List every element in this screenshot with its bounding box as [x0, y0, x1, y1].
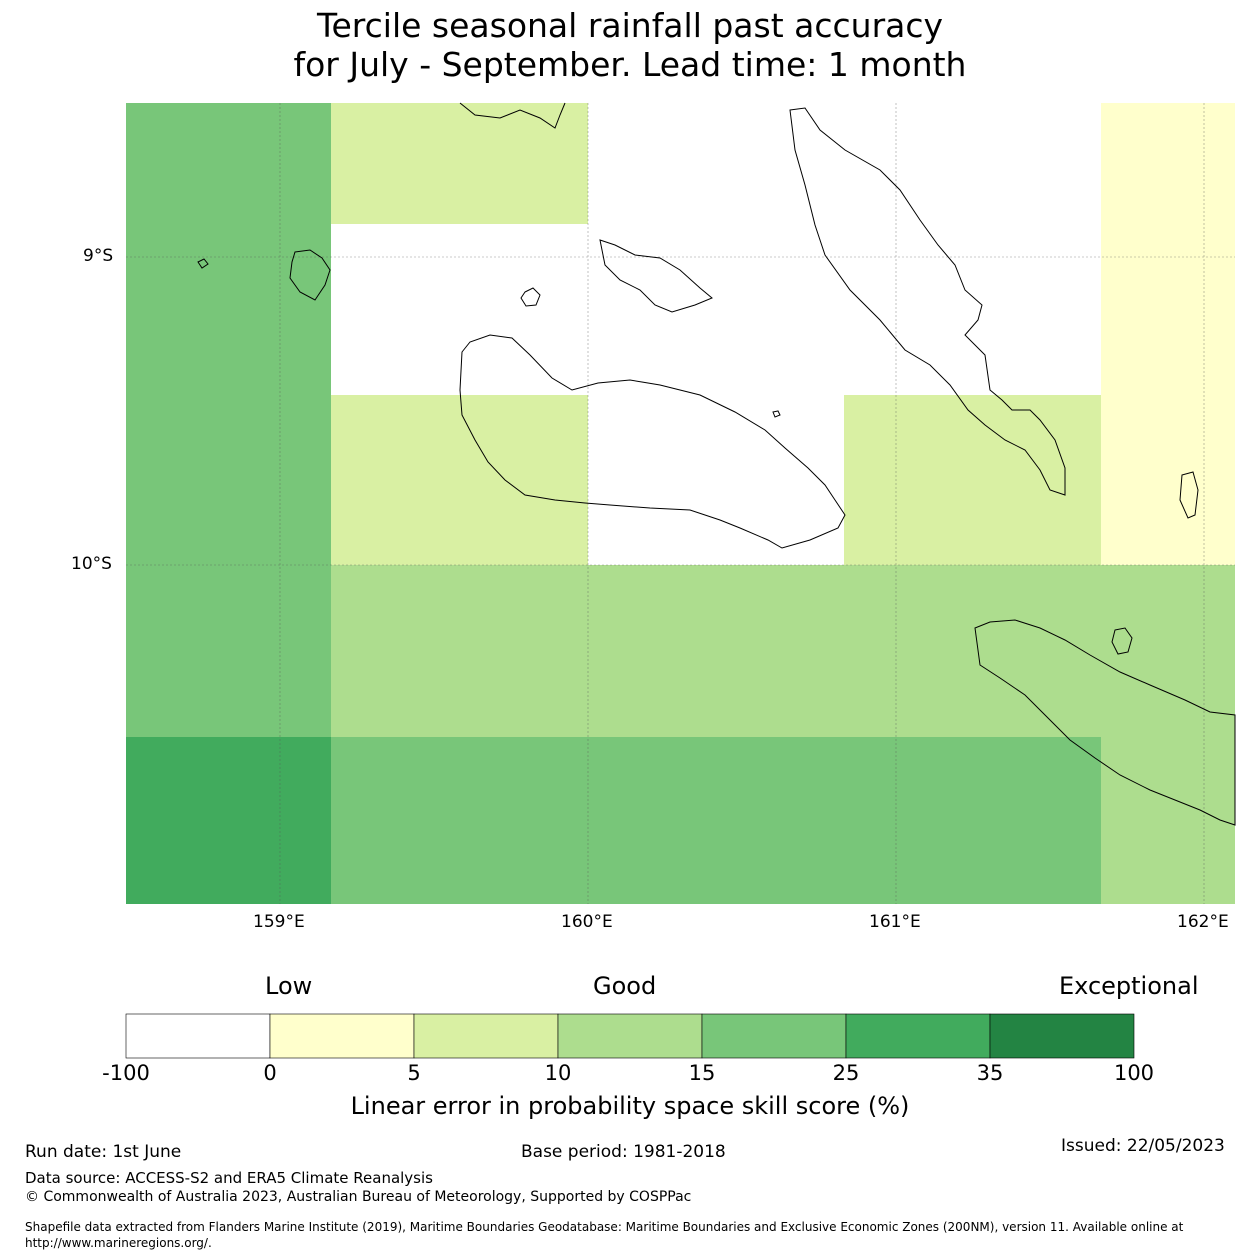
coast-florida-islands — [599, 239, 713, 313]
map-title-line2: for July - September. Lead time: 1 month — [293, 45, 967, 84]
base-period: Base period: 1981-2018 — [521, 1142, 726, 1162]
colorbar — [125, 1013, 1135, 1059]
shapefile-credit-line2: http://www.marineregions.org/. — [25, 1236, 212, 1250]
coast-small-islet-west — [197, 258, 209, 269]
colorbar-tick: 5 — [407, 1061, 421, 1085]
coast-savo — [520, 287, 541, 307]
colorbar-tick: 0 — [263, 1061, 277, 1085]
cell-south-bottom — [331, 737, 1101, 904]
colorbar-tick: 10 — [544, 1061, 572, 1085]
lon-label-161e: 161°E — [869, 912, 921, 932]
colorbar-axis-label: Linear error in probability space skill … — [350, 1092, 910, 1120]
cell-southwest-corner — [126, 737, 331, 904]
lon-label-159e: 159°E — [253, 912, 305, 932]
colorbar-tick: 100 — [1113, 1061, 1155, 1085]
colorbar-swatch-7 — [989, 1013, 1135, 1059]
shapefile-credit-line1: Shapefile data extracted from Flanders M… — [25, 1220, 1184, 1234]
cell-southeast — [1101, 737, 1235, 904]
cell-south-band — [331, 565, 1235, 737]
colorbar-tick: 15 — [688, 1061, 716, 1085]
lat-label-10s: 10°S — [71, 554, 112, 574]
cell-east-column — [1101, 103, 1235, 565]
cell-north-top — [331, 103, 588, 224]
colorbar-word-low: Low — [265, 972, 313, 1000]
colorbar-word-good: Good — [593, 972, 657, 1000]
cell-mid-east — [844, 395, 1101, 565]
colorbar-tick: 35 — [976, 1061, 1004, 1085]
skill-cells — [126, 103, 1235, 904]
colorbar-swatch-3 — [413, 1013, 559, 1059]
coast-malaita — [789, 107, 1066, 496]
colorbar-swatch-1 — [125, 1013, 271, 1059]
cell-west-column — [126, 103, 331, 737]
run-date: Run date: 1st June — [25, 1142, 182, 1162]
data-source: Data source: ACCESS-S2 and ERA5 Climate … — [25, 1169, 433, 1187]
lon-label-162e: 162°E — [1177, 912, 1229, 932]
coastlines — [197, 102, 1236, 826]
copyright: © Commonwealth of Australia 2023, Austra… — [25, 1189, 692, 1205]
issued-date: Issued: 22/05/2023 — [1061, 1136, 1225, 1156]
coast-makira — [974, 619, 1236, 826]
lat-label-9s: 9°S — [83, 246, 114, 266]
coast-guadalcanal — [459, 334, 846, 549]
coast-small-islet-center — [772, 410, 781, 418]
colorbar-tick: 25 — [832, 1061, 860, 1085]
coast-ulawa — [1111, 627, 1133, 655]
colorbar-word-exceptional: Exceptional — [1059, 972, 1199, 1000]
lon-label-160e: 160°E — [561, 912, 613, 932]
cell-mid-west — [331, 395, 588, 565]
gridlines — [126, 103, 1235, 904]
coast-russell-islands — [289, 249, 331, 301]
coast-east-island — [1179, 471, 1199, 519]
colorbar-swatch-5 — [701, 1013, 847, 1059]
coast-nggela-north — [459, 102, 566, 129]
colorbar-swatch-4 — [557, 1013, 703, 1059]
colorbar-tick: -100 — [102, 1061, 150, 1085]
colorbar-swatch-2 — [269, 1013, 415, 1059]
map-title-line1: Tercile seasonal rainfall past accuracy — [316, 6, 944, 45]
colorbar-swatch-6 — [845, 1013, 991, 1059]
